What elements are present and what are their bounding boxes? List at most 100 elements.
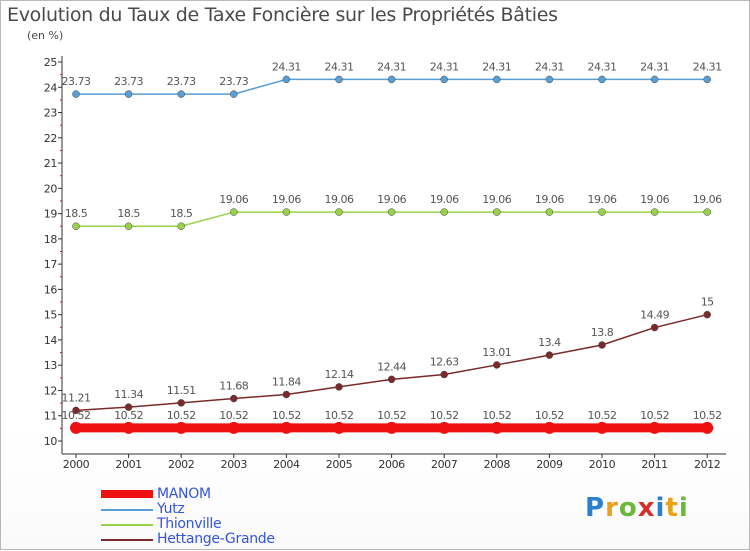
data-label-thionville: 19.06: [219, 193, 248, 206]
data-point-manom: [596, 421, 608, 434]
data-point-hettange-grande: [598, 341, 606, 349]
data-label-thionville: 18.5: [170, 207, 193, 220]
data-label-manom: 10.52: [482, 409, 511, 422]
legend-swatch-manom: [101, 490, 153, 498]
data-label-yutz: 24.31: [325, 60, 354, 73]
data-point-manom: [648, 421, 661, 434]
data-label-hettange-grande: 14.49: [640, 309, 669, 322]
y-tick-label: 15: [44, 309, 58, 322]
data-point-manom: [280, 421, 293, 434]
data-label-manom: 10.52: [219, 409, 248, 422]
data-point-yutz: [72, 90, 80, 98]
y-tick-label: 22: [44, 132, 57, 145]
data-point-hettange-grande: [282, 390, 291, 399]
data-label-manom: 10.52: [114, 409, 143, 422]
data-label-thionville: 19.06: [693, 193, 722, 206]
y-unit-label: (en %): [27, 29, 64, 42]
data-point-thionville: [650, 208, 659, 216]
y-tick-label: 21: [44, 157, 57, 170]
data-label-thionville: 19.06: [272, 193, 301, 206]
data-label-thionville: 19.06: [482, 193, 511, 206]
data-point-manom: [490, 421, 503, 434]
y-tick-label: 11: [44, 410, 57, 423]
data-label-yutz: 24.31: [535, 60, 564, 73]
data-label-yutz: 24.31: [430, 60, 459, 73]
x-tick-label: 2012: [694, 458, 720, 471]
data-label-yutz: 24.31: [482, 60, 511, 73]
data-label-thionville: 19.06: [640, 193, 669, 206]
legend-label-thionville: Thionville: [157, 516, 222, 532]
data-point-hettange-grande: [545, 351, 554, 359]
data-point-manom: [122, 421, 135, 434]
data-point-thionville: [124, 222, 133, 230]
y-tick-label: 10: [44, 435, 58, 448]
x-tick-label: 2011: [641, 458, 667, 471]
x-tick-label: 2006: [378, 458, 405, 471]
data-point-yutz: [387, 75, 396, 84]
data-point-yutz: [335, 75, 343, 84]
legend-label-manom: MANOM: [157, 486, 211, 502]
data-label-thionville: 19.06: [588, 193, 617, 206]
data-label-thionville: 19.06: [535, 193, 564, 206]
data-point-manom: [175, 421, 188, 434]
legend-swatch-yutz: [101, 509, 153, 511]
data-label-hettange-grande: 11.51: [167, 384, 196, 397]
data-label-yutz: 24.31: [640, 60, 669, 73]
data-point-yutz: [598, 75, 606, 84]
data-label-thionville: 19.06: [325, 193, 354, 206]
data-point-hettange-grande: [650, 323, 659, 332]
data-label-hettange-grande: 15: [701, 296, 714, 309]
y-tick-label: 20: [44, 182, 58, 195]
y-tick-label: 25: [44, 56, 58, 69]
data-label-yutz: 23.73: [62, 75, 91, 88]
data-point-thionville: [387, 208, 396, 216]
data-label-manom: 10.52: [167, 409, 196, 422]
data-label-thionville: 19.06: [377, 193, 406, 206]
data-label-manom: 10.52: [325, 409, 354, 422]
data-label-yutz: 23.73: [114, 75, 143, 88]
data-point-thionville: [177, 222, 185, 230]
data-label-yutz: 23.73: [219, 75, 248, 88]
data-point-hettange-grande: [387, 375, 396, 384]
data-point-thionville: [335, 208, 343, 216]
data-point-yutz: [124, 90, 133, 98]
data-point-yutz: [177, 90, 185, 98]
data-point-manom: [70, 421, 82, 434]
y-tick-label: 19: [44, 208, 58, 221]
chart-title: Evolution du Taux de Taxe Foncière sur l…: [7, 4, 558, 26]
data-label-yutz: 23.73: [167, 75, 196, 88]
data-point-hettange-grande: [230, 394, 238, 403]
data-point-hettange-grande: [440, 370, 448, 379]
y-tick-label: 12: [44, 384, 57, 397]
data-point-hettange-grande: [72, 406, 80, 415]
y-tick-label: 23: [44, 107, 58, 120]
x-tick-label: 2000: [63, 458, 90, 471]
data-point-yutz: [545, 75, 554, 84]
data-label-thionville: 18.5: [117, 207, 140, 220]
data-label-manom: 10.52: [535, 409, 564, 422]
data-label-yutz: 24.31: [272, 60, 301, 73]
data-point-thionville: [598, 208, 606, 216]
data-point-thionville: [703, 208, 711, 216]
y-tick-label: 13: [44, 359, 58, 372]
y-tick-label: 16: [44, 283, 58, 296]
data-point-manom: [701, 421, 714, 434]
x-tick-label: 2009: [536, 458, 563, 471]
x-tick-label: 2003: [221, 458, 248, 471]
data-point-hettange-grande: [703, 310, 711, 319]
data-point-yutz: [650, 75, 659, 84]
data-point-thionville: [72, 222, 80, 230]
data-label-manom: 10.52: [62, 409, 91, 422]
data-label-hettange-grande: 11.21: [62, 391, 91, 404]
data-label-manom: 10.52: [693, 409, 722, 422]
data-point-yutz: [440, 75, 448, 84]
y-tick-label: 14: [44, 334, 58, 347]
data-label-yutz: 24.31: [693, 60, 722, 73]
x-tick-label: 2007: [431, 458, 458, 471]
data-point-thionville: [440, 208, 448, 216]
data-label-manom: 10.52: [272, 409, 301, 422]
data-point-manom: [227, 421, 240, 434]
data-point-thionville: [230, 208, 238, 216]
legend-swatch-hettange-grande: [101, 539, 153, 541]
